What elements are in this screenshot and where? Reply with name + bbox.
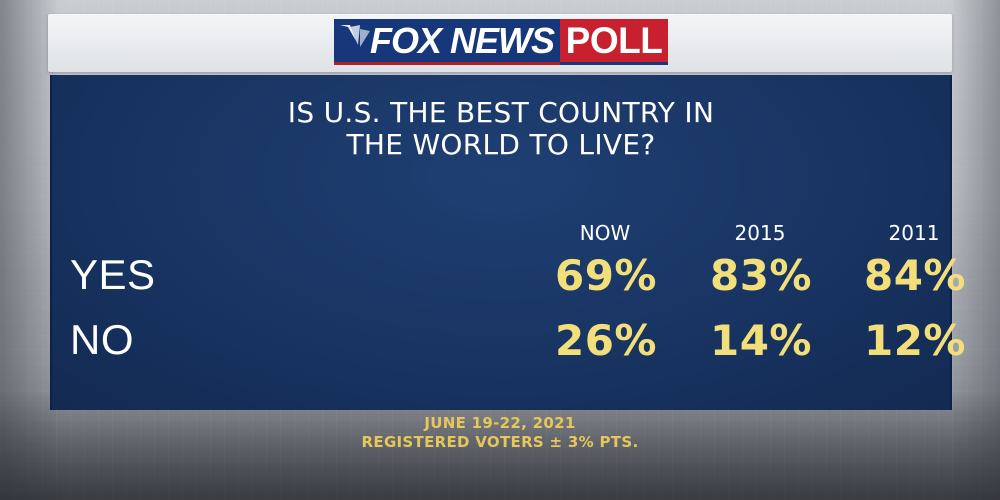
logo-poll-text: POLL bbox=[560, 19, 668, 65]
cell-no-now: 26% bbox=[554, 316, 658, 365]
poll-question-line-2: THE WORLD TO LIVE? bbox=[346, 128, 656, 161]
poll-question-line-1: IS U.S. THE BEST COUNTRY IN bbox=[287, 96, 715, 129]
row-label-yes: YES bbox=[70, 251, 156, 298]
column-header-2011: 2011 bbox=[888, 221, 940, 245]
fox-news-logo-block: FOX NEWS bbox=[334, 19, 560, 65]
fox-news-poll-logo: FOX NEWS POLL bbox=[334, 19, 668, 65]
poll-panel: IS U.S. THE BEST COUNTRY IN THE WORLD TO… bbox=[50, 75, 966, 410]
footer-sample: REGISTERED VOTERS ± 3% PTS. bbox=[361, 433, 639, 451]
cell-no-2011: 12% bbox=[863, 316, 967, 365]
footer-dates: JUNE 19-22, 2021 bbox=[424, 414, 576, 432]
fox-searchlight-icon bbox=[340, 25, 370, 47]
poll-question: IS U.S. THE BEST COUNTRY IN THE WORLD TO… bbox=[52, 97, 950, 161]
column-header-now: NOW bbox=[579, 221, 631, 245]
cell-no-2015: 14% bbox=[709, 316, 813, 365]
column-header-2015: 2015 bbox=[734, 221, 786, 245]
logo-fox-news-text: FOX NEWS bbox=[370, 19, 555, 61]
cell-yes-2015: 83% bbox=[709, 251, 813, 300]
cell-yes-2011: 84% bbox=[863, 251, 967, 300]
cell-yes-now: 69% bbox=[554, 251, 658, 300]
row-label-no: NO bbox=[70, 316, 134, 363]
